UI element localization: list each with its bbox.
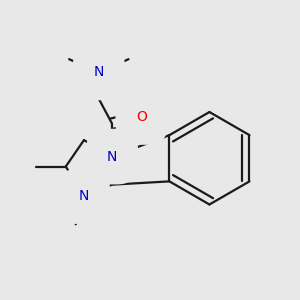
Text: N: N [79,189,89,203]
Text: N: N [94,65,104,80]
Text: N: N [107,150,117,164]
Text: O: O [136,110,147,124]
